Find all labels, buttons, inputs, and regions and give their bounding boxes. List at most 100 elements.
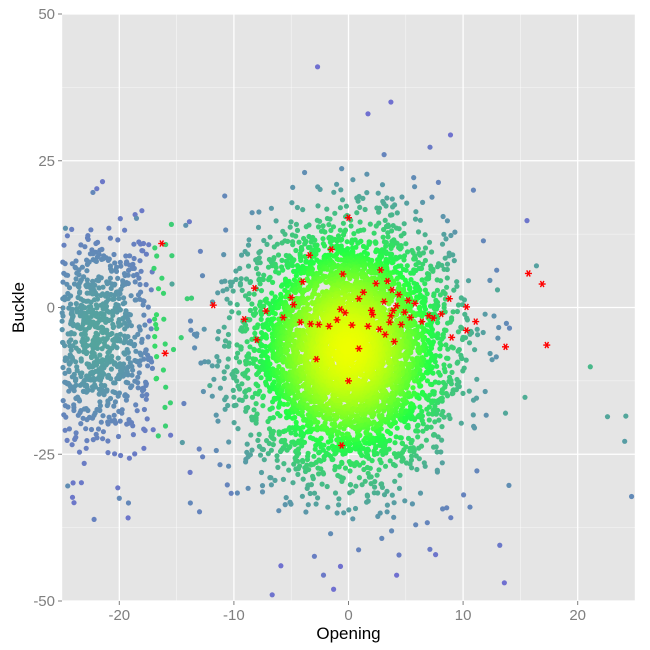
cloud-point [414,423,420,429]
cloud-point [383,251,389,257]
cloud-point [270,279,276,285]
cloud-point [269,592,275,598]
cloud-point [112,399,118,405]
cloud-point [393,225,400,231]
cloud-point [413,209,419,215]
cloud-point [255,437,261,443]
cloud-point [88,299,94,305]
cloud-point [263,335,269,341]
cloud-point [162,423,169,429]
cloud-point [443,342,449,348]
cloud-point [69,494,76,500]
cloud-point [145,334,151,340]
cloud-point [109,268,115,274]
cloud-point [261,272,267,278]
cloud-point [422,245,429,251]
cloud-point [460,302,466,308]
cloud-point [181,400,187,407]
cloud-point [426,411,432,417]
cloud-point [247,344,253,350]
cloud-point [455,348,461,354]
cloud-point [340,232,347,238]
cloud-point [455,329,461,335]
cloud-point [414,466,420,473]
cloud-point [78,480,84,486]
cloud-point [220,288,226,294]
cloud-point [281,401,287,407]
cloud-point [148,287,154,293]
cloud-point [271,436,277,442]
cloud-point [384,195,390,201]
cloud-point [266,426,273,432]
cloud-point [300,207,306,213]
cloud-point [471,423,477,429]
cloud-point [108,285,114,291]
cloud-point [321,442,327,448]
cloud-point [255,322,261,328]
cloud-point [233,402,239,408]
cloud-point [100,284,106,290]
cloud-point [227,300,233,306]
cloud-point [60,313,66,319]
cloud-point [392,440,398,446]
cloud-point [265,451,271,457]
cloud-point [143,282,149,288]
cloud-point [106,372,112,378]
cloud-point [135,292,142,298]
cloud-point [293,419,299,425]
cloud-point [324,206,330,212]
cloud-point [62,261,68,267]
cloud-point [135,374,141,380]
cloud-point [113,268,120,274]
cloud-point [427,303,434,309]
cloud-point [474,326,480,332]
cloud-point [405,435,412,441]
cloud-point [111,380,117,386]
cloud-point [233,355,239,361]
cloud-point [163,241,169,248]
cloud-point [146,318,153,324]
cloud-point [328,227,334,233]
cloud-point [320,572,327,578]
cloud-point [340,220,346,226]
cloud-point [107,235,113,241]
cloud-point [276,508,282,514]
cloud-point [364,492,370,498]
cloud-point [188,295,195,301]
cloud-point [412,216,419,222]
cloud-point [441,366,447,372]
cloud-point [97,247,103,253]
cloud-point [60,398,66,404]
cloud-point [315,224,322,230]
cloud-point [79,370,85,376]
cloud-point [152,316,158,322]
cloud-point [234,302,240,308]
cloud-point [297,463,303,469]
cloud-point [245,367,251,373]
cloud-point [260,393,266,399]
cloud-point [239,252,245,258]
cloud-point [178,335,184,341]
cloud-point [399,194,405,200]
cloud-point [365,470,371,476]
cloud-point [448,232,454,239]
cloud-point [97,352,103,358]
cloud-point [403,444,409,450]
cloud-point [353,483,359,489]
cloud-point [373,223,379,229]
cloud-point [112,260,118,266]
cloud-point [459,336,466,343]
cloud-point [99,256,105,262]
cloud-point [420,199,426,205]
cloud-point [433,299,439,305]
cloud-point [349,488,355,494]
cloud-point [347,468,353,474]
cloud-point [152,343,158,349]
cloud-point [335,472,341,479]
cloud-point [293,431,299,438]
cloud-point [154,354,160,360]
cloud-point [255,224,262,230]
cloud-point [344,239,350,245]
cloud-point [313,437,319,443]
